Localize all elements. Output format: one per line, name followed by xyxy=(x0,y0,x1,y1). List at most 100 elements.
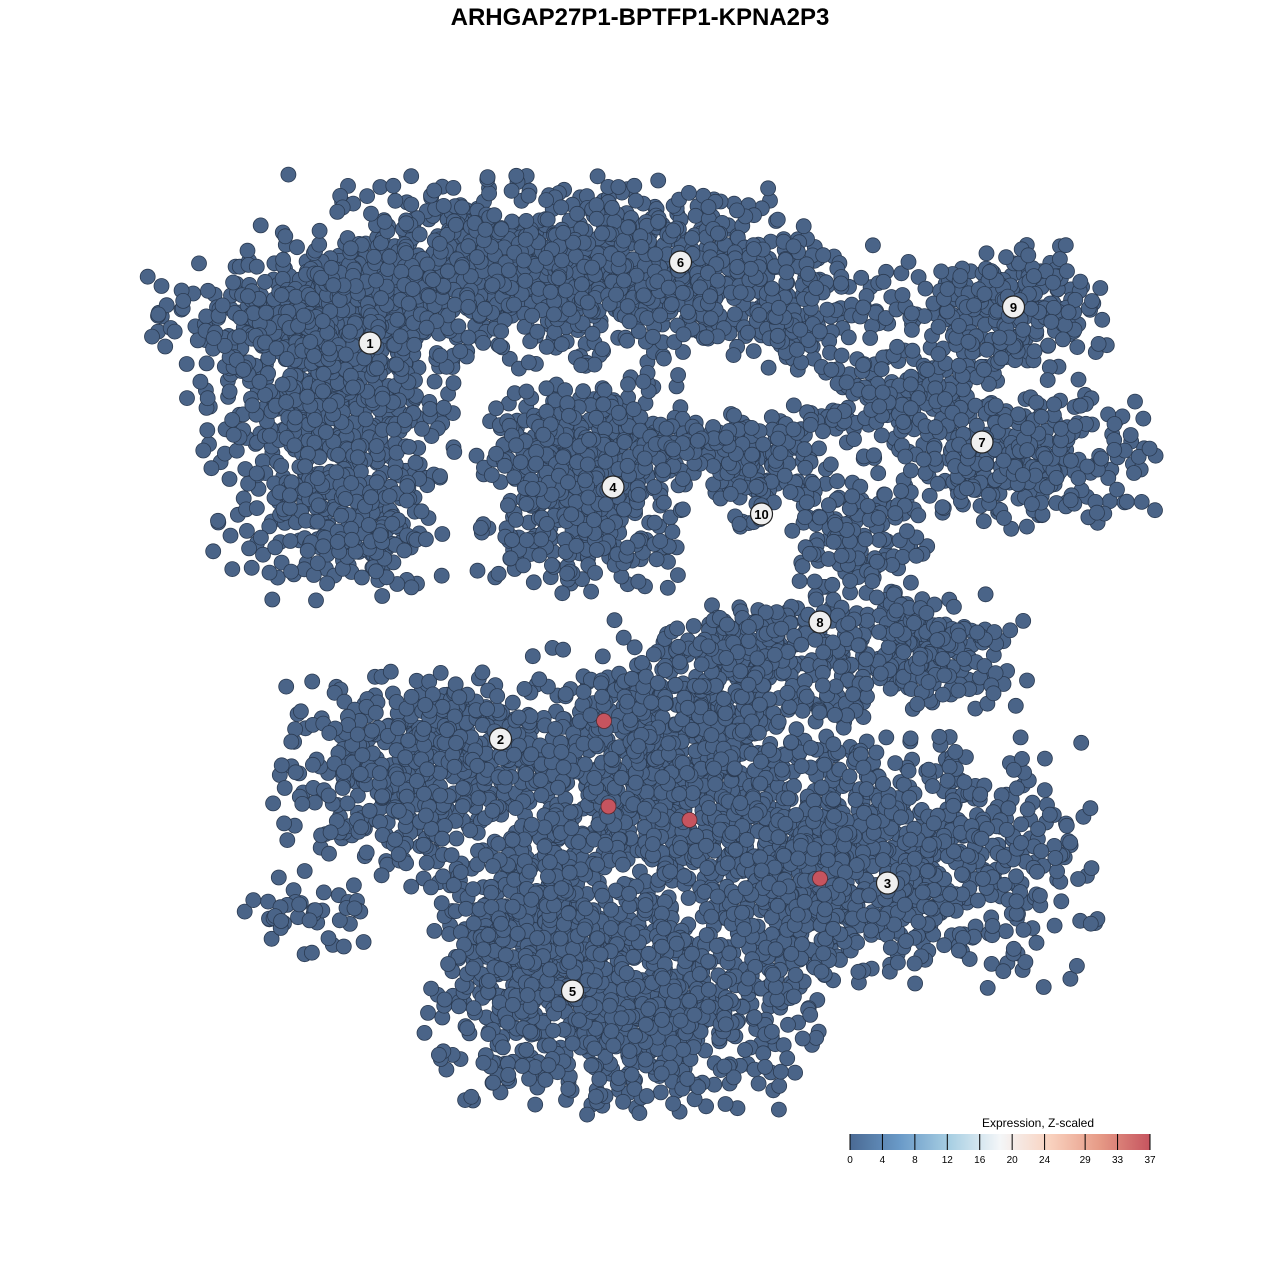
cell-point xyxy=(311,236,328,253)
cell-point xyxy=(376,213,393,230)
cell-point xyxy=(630,486,647,503)
cell-point xyxy=(315,383,331,400)
cell-point xyxy=(647,246,664,263)
cell-point xyxy=(398,788,415,805)
cell-point xyxy=(619,298,636,315)
cell-point xyxy=(1069,339,1086,356)
cell-point xyxy=(826,407,843,424)
cell-point xyxy=(584,259,600,276)
cell-point xyxy=(518,532,535,548)
cell-point xyxy=(179,390,195,407)
cell-point xyxy=(871,624,887,640)
cell-point xyxy=(573,357,590,374)
cell-point xyxy=(1019,442,1036,459)
cell-point xyxy=(1043,313,1060,330)
cell-point xyxy=(518,496,535,512)
cell-point xyxy=(1093,450,1110,467)
cell-point xyxy=(525,574,542,591)
cell-point xyxy=(422,401,439,417)
cell-point xyxy=(398,245,415,262)
cell-point xyxy=(619,539,636,556)
cell-point xyxy=(959,480,975,497)
cell-point xyxy=(1127,393,1143,410)
cell-point xyxy=(508,437,525,454)
cell-point xyxy=(1072,273,1089,290)
cell-point xyxy=(1090,335,1107,352)
cell-point xyxy=(648,551,665,568)
cell-point xyxy=(569,205,586,222)
cell-point xyxy=(423,820,440,837)
cell-point xyxy=(166,323,183,340)
cell-point xyxy=(857,531,874,548)
cell-point xyxy=(418,855,435,871)
cell-point xyxy=(308,592,324,609)
cell-point xyxy=(191,255,207,272)
cell-point xyxy=(460,329,477,346)
cell-point xyxy=(594,341,611,358)
cell-point xyxy=(175,292,192,309)
cell-point xyxy=(1026,343,1043,360)
cell-point xyxy=(760,359,777,376)
cell-point xyxy=(281,487,298,504)
cell-point xyxy=(911,650,928,667)
cell-point xyxy=(950,627,967,644)
cell-point xyxy=(862,330,879,346)
cell-point xyxy=(320,340,337,357)
cell-point xyxy=(292,703,309,720)
cell-point xyxy=(325,277,342,294)
cell-point xyxy=(844,488,860,505)
cell-point xyxy=(978,455,995,472)
cell-point xyxy=(200,282,216,299)
cell-point xyxy=(1007,697,1024,714)
cell-point xyxy=(917,280,934,297)
cell-point xyxy=(238,523,255,539)
cell-point xyxy=(314,313,331,330)
cell-point xyxy=(397,749,414,766)
cell-point xyxy=(903,574,919,591)
cell-point xyxy=(785,421,802,438)
cell-point xyxy=(363,489,380,506)
cell-point xyxy=(333,507,350,524)
cell-point xyxy=(542,283,559,300)
cell-point xyxy=(930,318,947,335)
cell-point xyxy=(368,272,385,289)
cell-point xyxy=(665,222,682,239)
cell-point xyxy=(1070,371,1087,388)
cell-point xyxy=(371,765,388,782)
cell-point xyxy=(1015,467,1031,484)
cell-point xyxy=(599,518,616,534)
cell-point xyxy=(561,301,578,318)
cell-point xyxy=(403,688,420,705)
cell-point xyxy=(789,341,805,358)
cell-point xyxy=(361,802,378,819)
cell-point xyxy=(372,814,388,830)
cell-point xyxy=(577,472,593,489)
cell-point xyxy=(769,327,786,344)
cell-point xyxy=(722,486,739,502)
cell-point xyxy=(483,467,500,484)
cell-point xyxy=(869,589,885,606)
chart-title: ARHGAP27P1-BPTFP1-KPNA2P3 xyxy=(450,4,830,31)
cell-point xyxy=(627,192,644,209)
cell-point xyxy=(420,288,437,305)
cell-point xyxy=(805,475,821,492)
cell-point xyxy=(1033,408,1050,425)
cell-point xyxy=(311,222,328,239)
cell-point xyxy=(1118,493,1135,510)
cell-point xyxy=(339,795,356,812)
cell-point xyxy=(966,297,982,314)
cell-point xyxy=(557,432,574,449)
cell-point xyxy=(561,407,577,424)
cell-point xyxy=(1019,518,1035,535)
cell-point xyxy=(997,413,1014,430)
cell-point xyxy=(625,401,642,418)
cell-point xyxy=(674,284,691,301)
cell-point xyxy=(419,256,436,273)
cell-point xyxy=(203,460,220,477)
cell-point xyxy=(875,273,892,290)
cell-point xyxy=(273,287,290,304)
cell-point xyxy=(431,235,448,252)
cell-point xyxy=(621,313,638,330)
cell-point xyxy=(560,474,576,491)
cell-point xyxy=(977,586,994,603)
